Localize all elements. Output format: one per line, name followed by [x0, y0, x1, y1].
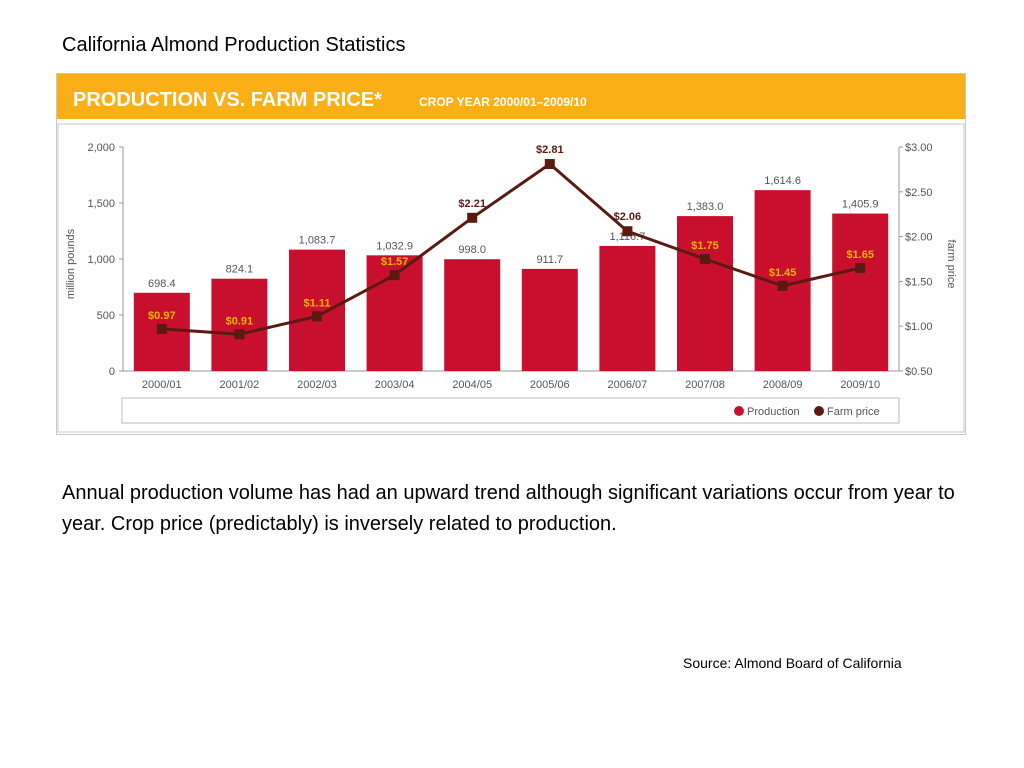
- farm-price-point: [389, 270, 400, 281]
- farm-price-point: [312, 311, 322, 322]
- production-value-label: 824.1: [226, 264, 254, 276]
- production-bar: [521, 268, 578, 371]
- y-axis-label: million pounds: [65, 228, 77, 299]
- farm-price-point: [622, 226, 633, 237]
- production-bar: [444, 259, 501, 371]
- left-axis-tick-label: 1,000: [87, 254, 115, 266]
- y2-axis-label: farm price: [945, 240, 957, 289]
- farm-price-value-label: $2.81: [536, 144, 564, 156]
- farm-price-value-label: $1.65: [846, 249, 874, 261]
- legend-farm-price-label: Farm price: [827, 406, 880, 418]
- chart-title: PRODUCTION VS. FARM PRICE*: [73, 89, 382, 111]
- farm-price-value-label: $1.57: [381, 256, 409, 268]
- slide-title: California Almond Production Statistics: [62, 34, 406, 56]
- production-bar: [599, 245, 656, 371]
- left-axis-tick-label: 1,500: [87, 198, 115, 210]
- production-bar: [832, 213, 889, 371]
- legend-box: [121, 397, 900, 424]
- right-axis-tick-label: $2.00: [905, 232, 933, 244]
- production-value-label: 1,405.9: [842, 199, 879, 211]
- x-axis-tick-label: 2003/04: [375, 379, 415, 391]
- production-bar: [211, 278, 268, 371]
- production-value-label: 1,032.9: [376, 240, 413, 252]
- production-value-label: 1,614.6: [764, 175, 801, 187]
- farm-price-point: [467, 212, 478, 223]
- right-axis-tick-label: $2.50: [905, 187, 933, 199]
- farm-price-point: [700, 254, 710, 264]
- farm-price-point: [156, 323, 167, 334]
- farm-price-line: [161, 162, 861, 336]
- body-text: Annual production volume has had an upwa…: [62, 482, 955, 535]
- right-axis-tick-label: $1.00: [905, 321, 933, 333]
- legend-farm-price-swatch: [814, 406, 824, 416]
- x-axis-tick-label: 2000/01: [142, 379, 182, 391]
- farm-price-point: [234, 329, 245, 340]
- production-bar: [289, 249, 345, 371]
- chart-subtitle: CROP YEAR 2000/01–2009/10: [419, 95, 587, 109]
- farm-price-point: [544, 159, 555, 170]
- right-axis-tick-label: $3.00: [905, 142, 933, 154]
- x-axis-tick-label: 2006/07: [608, 379, 648, 391]
- production-value-label: 911.7: [536, 254, 563, 266]
- left-axis-tick-label: 0: [109, 366, 115, 378]
- farm-price-value-label: $2.06: [614, 211, 642, 223]
- chart-frame: PRODUCTION VS. FARM PRICE* CROP YEAR 200…: [56, 73, 966, 435]
- farm-price-value-label: $0.91: [226, 315, 254, 327]
- farm-price-value-label: $1.45: [769, 267, 797, 279]
- right-axis-tick-label: $1.50: [905, 276, 933, 288]
- x-axis-tick-label: 2005/06: [530, 379, 570, 391]
- legend-production-swatch: [734, 406, 744, 416]
- farm-price-point: [855, 262, 866, 273]
- production-value-label: 1,083.7: [299, 235, 336, 247]
- x-axis-tick-label: 2008/09: [763, 379, 803, 391]
- farm-price-value-label: $1.75: [691, 240, 719, 252]
- farm-price-value-label: $1.11: [304, 297, 331, 309]
- chart-header-band: [57, 74, 965, 119]
- farm-price-value-label: $2.21: [458, 198, 486, 210]
- source-citation: Source: Almond Board of California: [683, 655, 902, 671]
- production-bar: [677, 216, 733, 371]
- production-value-label: 698.4: [148, 278, 176, 290]
- farm-price-point: [777, 280, 788, 291]
- farm-price-value-label: $0.97: [148, 310, 176, 322]
- left-axis-tick-label: 2,000: [87, 142, 115, 154]
- production-value-label: 998.0: [458, 244, 486, 256]
- right-axis-tick-label: $0.50: [905, 366, 933, 378]
- left-axis-tick-label: 500: [97, 310, 115, 322]
- legend-production-label: Production: [747, 406, 800, 418]
- plot-border: [57, 123, 965, 433]
- x-axis-tick-label: 2004/05: [452, 379, 492, 391]
- x-axis-tick-label: 2001/02: [220, 379, 260, 391]
- x-axis-tick-label: 2007/08: [685, 379, 725, 391]
- production-vs-price-chart: PRODUCTION VS. FARM PRICE* CROP YEAR 200…: [57, 74, 965, 433]
- x-axis-tick-label: 2002/03: [297, 379, 337, 391]
- production-value-label: 1,383.0: [687, 201, 724, 213]
- x-axis-tick-label: 2009/10: [840, 379, 880, 391]
